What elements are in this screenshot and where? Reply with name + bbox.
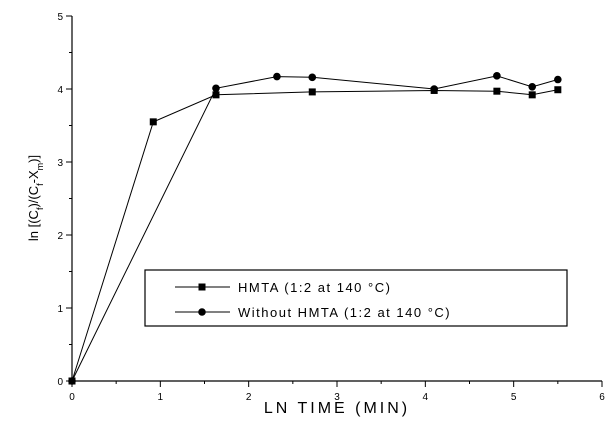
data-point-square [308,88,316,96]
data-point-square [528,91,536,99]
data-point-square [493,87,501,95]
axes: 0 1 2 3 4 5 6 0 1 2 3 4 5 [57,12,605,403]
x-tick-label: 5 [511,392,517,403]
series-line [71,89,558,382]
data-point-circle [308,73,317,82]
data-point-square [554,86,562,94]
series-layer [68,72,562,385]
y-tick-label: 2 [57,231,63,242]
legend-marker-without [198,308,206,316]
x-tick-label: 1 [158,392,164,403]
data-point-square [212,91,220,99]
data-point-circle [554,75,562,84]
y-tick-label: 3 [57,158,63,169]
data-point-circle [68,377,76,385]
data-point-circle [528,83,537,91]
series-line [71,75,558,382]
legend-label-without: Without HMTA (1:2 at 140 °C) [238,305,451,320]
legend-marker-hmta [198,283,206,291]
data-point-circle [493,72,501,80]
y-tick-label: 0 [57,377,63,388]
x-axis-title: LN TIME (MIN) [264,400,410,417]
data-point-square [149,118,157,126]
legend-label-hmta: HMTA (1:2 at 140 °C) [238,280,391,295]
x-tick-label: 6 [599,392,605,403]
x-tick-label: 3 [334,392,340,403]
data-point-circle [430,85,438,93]
series-without-hmta [68,72,562,385]
x-tick-label: 0 [69,392,75,403]
y-tick-label: 4 [57,85,63,96]
x-tick-label: 2 [246,392,252,403]
legend-box [144,269,568,327]
series-hmta [68,86,562,385]
legend: HMTA (1:2 at 140 °C) Without HMTA (1:2 a… [144,269,568,327]
y-tick-label: 5 [57,12,63,23]
y-tick-label: 1 [57,304,63,315]
y-axis-title: ln [(Cf)/(Cf-Xm)] [26,155,45,241]
x-tick-label: 4 [423,392,429,403]
data-point-circle [212,84,220,93]
data-point-circle [273,72,281,81]
